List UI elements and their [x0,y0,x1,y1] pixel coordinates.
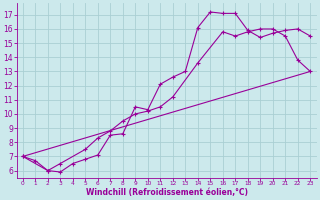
X-axis label: Windchill (Refroidissement éolien,°C): Windchill (Refroidissement éolien,°C) [85,188,248,197]
